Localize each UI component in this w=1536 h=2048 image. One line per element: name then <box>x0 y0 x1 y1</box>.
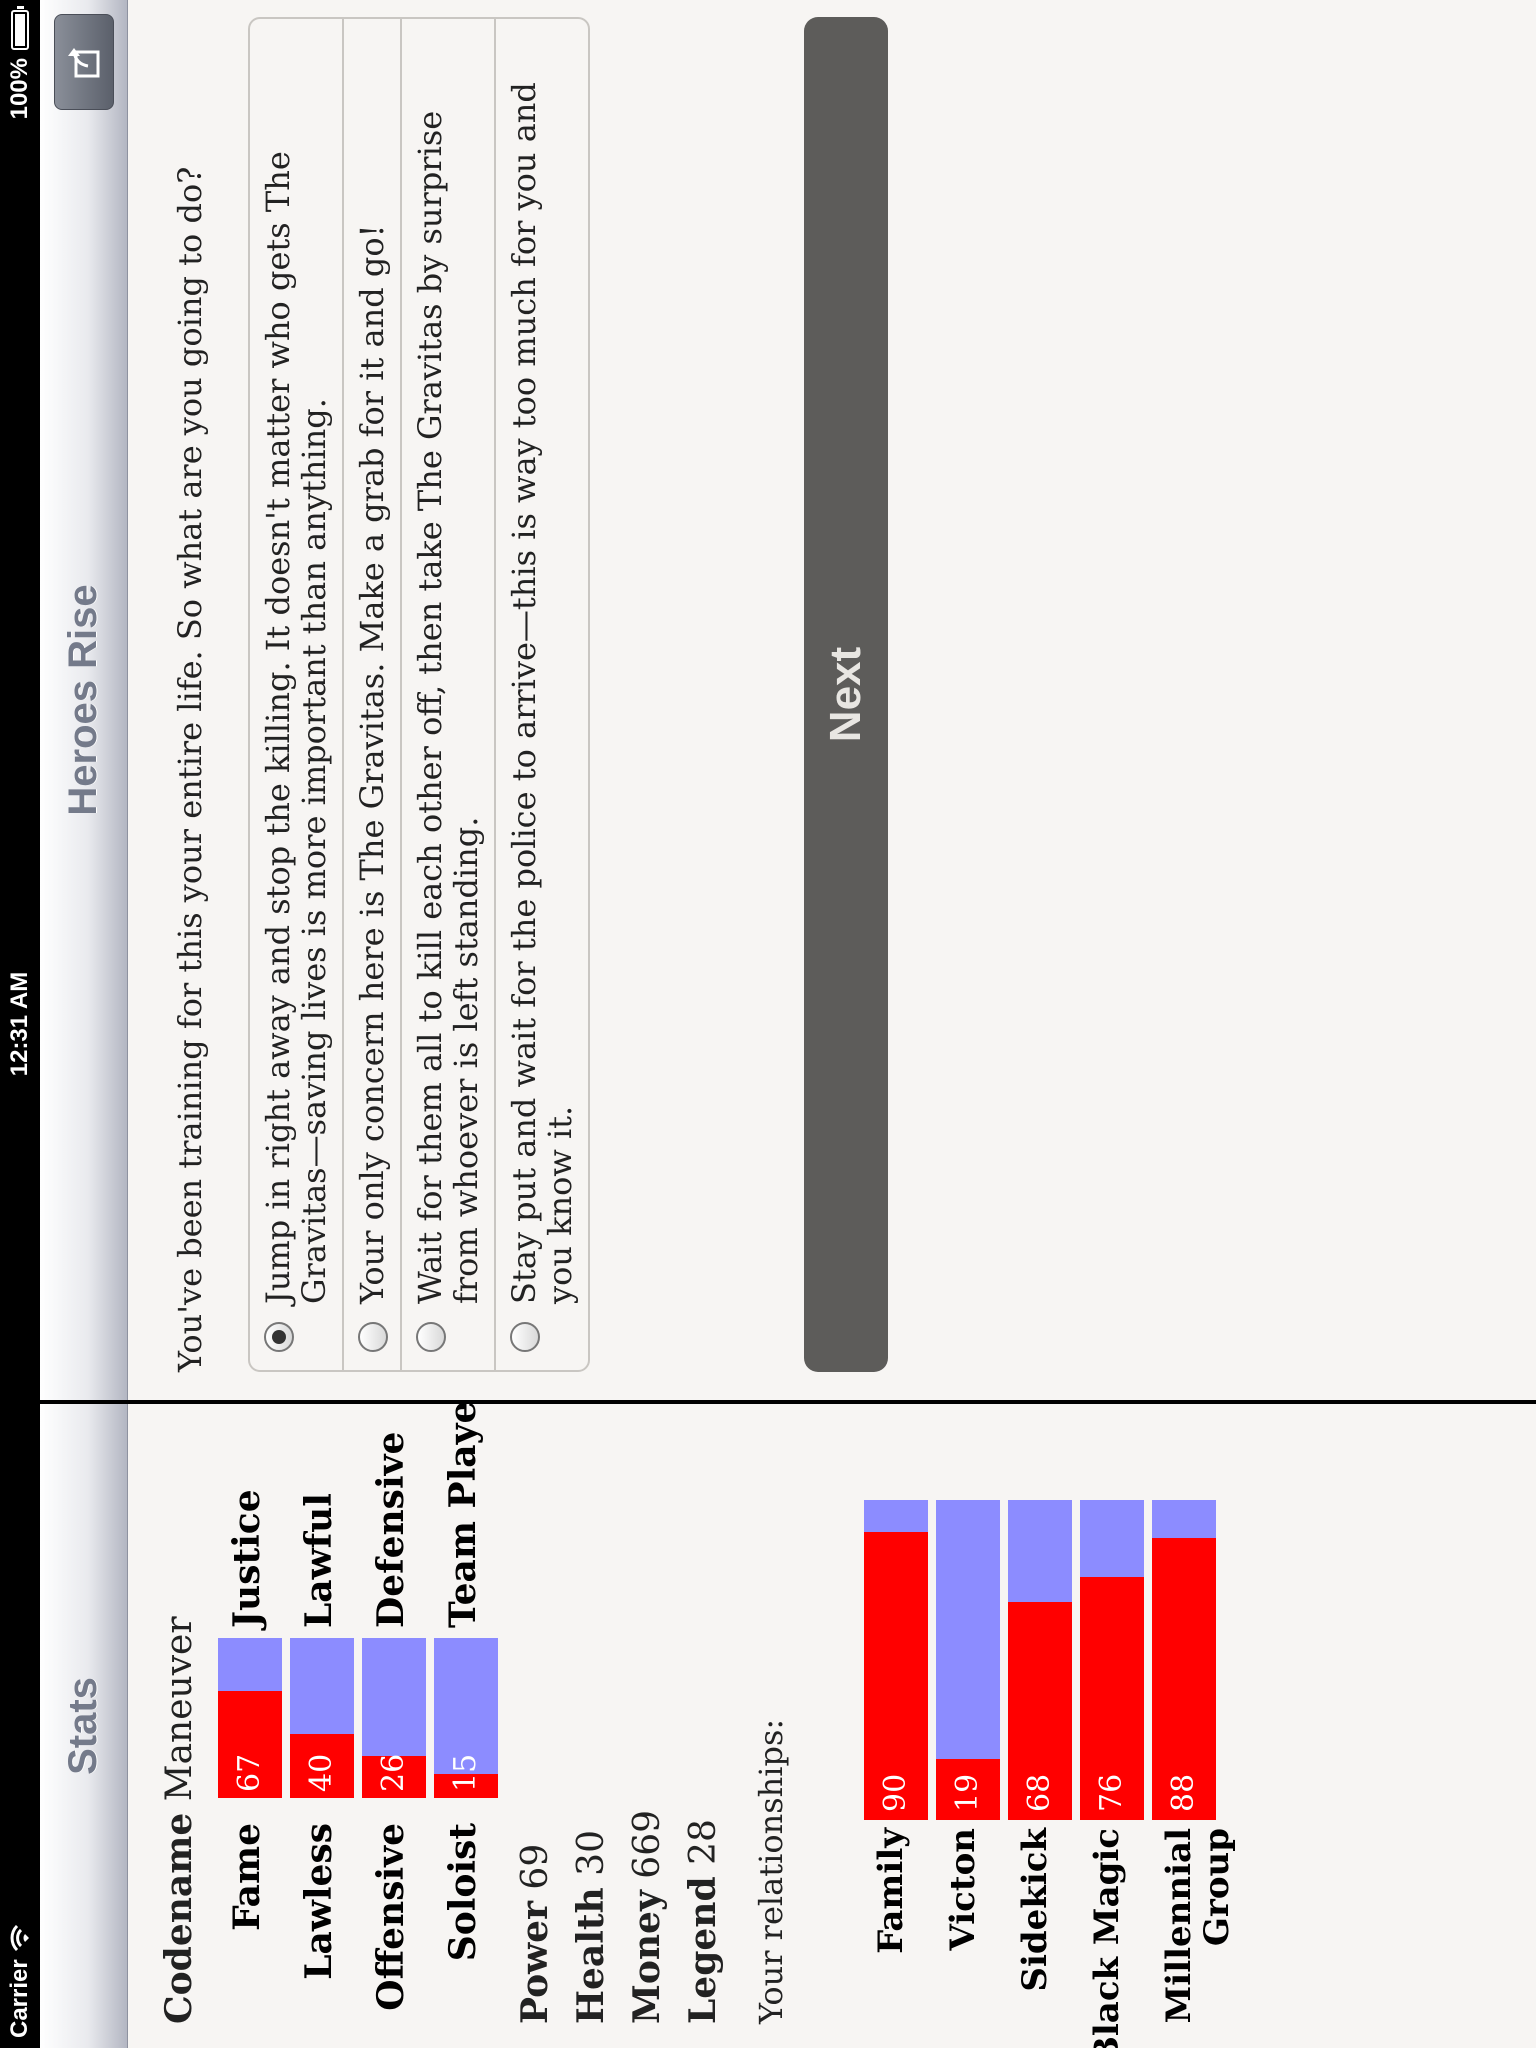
share-icon <box>68 48 100 78</box>
stat-right-label: Team Player <box>442 1404 484 1628</box>
stat-left-label: Fame <box>226 1823 268 1931</box>
stat-right-label: Defensive <box>370 1431 412 1628</box>
stat-left-label: Soloist <box>442 1823 484 1962</box>
stat-health: Health 30 <box>570 1830 612 2024</box>
choice-text: Jump in right away and stop the killing.… <box>259 151 333 1304</box>
stat-power: Power 69 <box>514 1844 556 2024</box>
share-button[interactable] <box>54 14 114 110</box>
stat-value: 28 <box>683 1819 724 1865</box>
choice-text: Wait for them all to kill each other off… <box>411 110 485 1304</box>
stat-value: 30 <box>571 1830 612 1876</box>
relationship-victon: Victon 19 <box>936 1404 1000 2048</box>
stat-legend: Legend 28 <box>682 1819 724 2024</box>
stat-bar-fill: 15 <box>434 1754 498 1798</box>
stat-left-label: Offensive <box>370 1823 412 2011</box>
stat-offensive-defensive: Offensive 26 Defensive <box>362 1404 426 2048</box>
stat-label: Health <box>570 1887 612 2024</box>
stat-money: Money 669 <box>626 1810 668 2024</box>
relationship-bar: 90 <box>864 1500 928 1820</box>
stat-bar-fill: 40 <box>290 1734 354 1798</box>
radio-selected[interactable] <box>264 1322 294 1352</box>
stat-lawless-lawful: Lawless 40 Lawful <box>290 1404 354 2048</box>
relationship-label: Victon <box>943 1828 983 1951</box>
battery-icon <box>11 10 29 50</box>
stat-right-label: Lawful <box>298 1493 340 1628</box>
radio-button[interactable] <box>416 1322 446 1352</box>
status-bar: Carrier 12:31 AM 100% <box>0 0 40 2048</box>
stat-value: 69 <box>515 1843 556 1890</box>
radio-button[interactable] <box>358 1322 388 1352</box>
carrier: Carrier <box>6 1925 34 2038</box>
stat-bar: 67 <box>218 1638 282 1798</box>
radio-button[interactable] <box>510 1322 540 1352</box>
relationship-bar: 76 <box>1080 1500 1144 1820</box>
relationship-label: Family <box>871 1828 911 1954</box>
choice-option[interactable]: Wait for them all to kill each other off… <box>400 19 494 1370</box>
stats-content: Codename Maneuver Fame 67 Justice Lawles… <box>128 1404 1536 2048</box>
choice-option[interactable]: Jump in right away and stop the killing.… <box>250 19 342 1370</box>
relationship-black-magic: Black Magic 76 <box>1080 1404 1144 2048</box>
story-navbar: Heroes Rise <box>40 0 128 1400</box>
wifi-icon <box>9 1925 31 1952</box>
relationship-millennial-group: Millennial Group 88 <box>1152 1404 1237 2048</box>
clock: 12:31 AM <box>6 971 33 1077</box>
choice-text: Your only concern here is The Gravitas. … <box>353 224 391 1304</box>
battery: 100% <box>6 10 34 119</box>
story-content: You've been training for this your entir… <box>128 0 1536 1400</box>
story-panel: Heroes Rise You've been training for thi… <box>40 0 1536 1400</box>
story-title: Heroes Rise <box>61 584 105 816</box>
codename-label: Codename <box>158 1812 200 2024</box>
relationship-label: Black Magic <box>1087 1828 1127 2048</box>
relationship-bar-fill: 88 <box>1152 1538 1216 1820</box>
stat-label: Power <box>514 1901 556 2024</box>
stat-bar-fill: 26 <box>362 1754 426 1798</box>
stat-left-label: Lawless <box>298 1823 340 1980</box>
relationship-bar-fill: 90 <box>864 1532 928 1820</box>
relationship-label: Millennial Group <box>1159 1828 1237 2024</box>
stat-bar: 26 <box>362 1638 426 1798</box>
relationship-family: Family 90 <box>864 1404 928 2048</box>
relationship-bar-fill: 19 <box>936 1759 1000 1820</box>
relationship-sidekick: Sidekick 68 <box>1008 1404 1072 2048</box>
relationship-bar: 19 <box>936 1500 1000 1820</box>
stats-navbar: Stats <box>40 1404 128 2048</box>
stat-label: Legend <box>682 1876 724 2024</box>
codename: Codename Maneuver <box>158 1616 200 2024</box>
stat-bar-fill: 67 <box>218 1690 282 1798</box>
stat-bar: 15 <box>434 1638 498 1798</box>
stat-right-label: Justice <box>226 1489 268 1628</box>
stat-value: 669 <box>627 1809 668 1879</box>
relationship-bar-fill: 68 <box>1008 1602 1072 1820</box>
choice-option[interactable]: Stay put and wait for the police to arri… <box>494 19 588 1370</box>
stat-fame-justice: Fame 67 Justice <box>218 1404 282 2048</box>
battery-percent: 100% <box>6 58 33 120</box>
relationships-heading: Your relationships: <box>752 1718 790 2024</box>
relationship-bar: 88 <box>1152 1500 1216 1820</box>
choice-list: Jump in right away and stop the killing.… <box>248 17 590 1372</box>
relationship-bar-fill: 76 <box>1080 1576 1144 1820</box>
next-button[interactable]: Next <box>804 17 888 1372</box>
stat-bar: 40 <box>290 1638 354 1798</box>
choice-text: Stay put and wait for the police to arri… <box>505 82 579 1304</box>
stats-title: Stats <box>61 1677 105 1775</box>
codename-value: Maneuver <box>159 1616 200 1802</box>
story-question: You've been training for this your entir… <box>171 166 209 1372</box>
stat-soloist-team-player: Soloist 15 Team Player <box>434 1404 498 2048</box>
stat-label: Money <box>626 1890 668 2024</box>
choice-option[interactable]: Your only concern here is The Gravitas. … <box>342 19 400 1370</box>
relationship-bar: 68 <box>1008 1500 1072 1820</box>
relationship-label: Sidekick <box>1015 1828 1055 1992</box>
stats-panel: Stats Codename Maneuver Fame 67 Justice … <box>40 1404 1536 2048</box>
